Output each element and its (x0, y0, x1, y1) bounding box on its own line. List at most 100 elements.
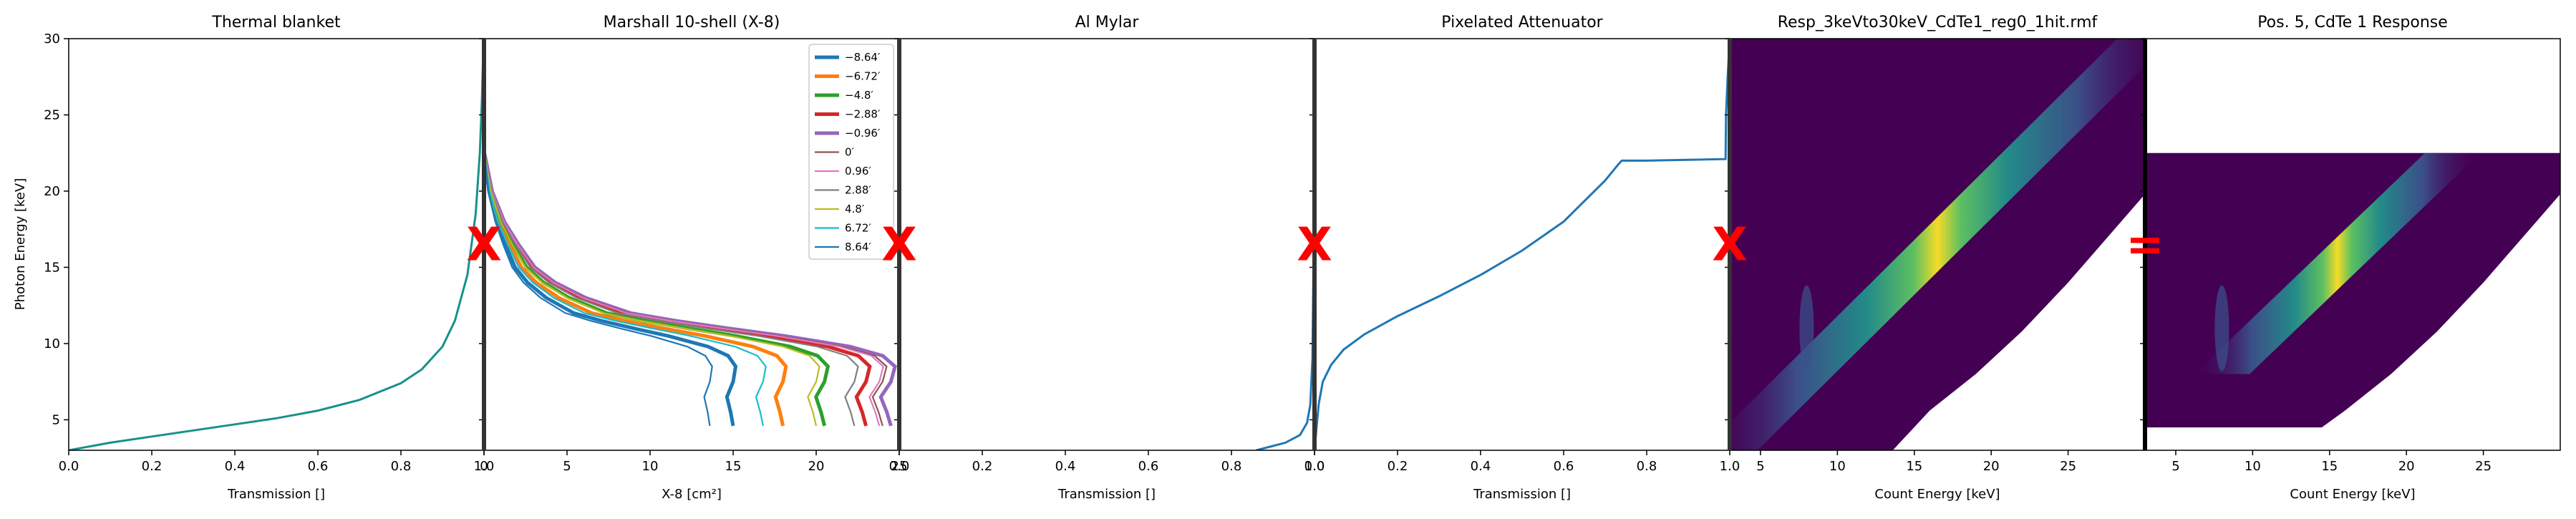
legend-label: −0.96′ (845, 127, 881, 140)
series-line-10 (484, 151, 713, 427)
panel-title-al-mylar: Al Mylar (1075, 14, 1140, 31)
legend-label: 4.8′ (845, 203, 865, 215)
x-tick-label: 0.6 (308, 459, 329, 474)
series-line-7 (484, 151, 859, 427)
legend-label: 0′ (845, 146, 855, 159)
panel-title-marshall: Marshall 10-shell (X-8) (604, 14, 780, 31)
x-axis-label-response: Count Energy [keV] (2290, 487, 2415, 502)
x-tick-label: 0.6 (1554, 459, 1574, 474)
series-line-panel-3-0 (1314, 39, 1730, 450)
x-tick-label: 0.6 (1138, 459, 1159, 474)
panel-separator (1312, 39, 1317, 450)
x-tick-label: 0.0 (1304, 459, 1325, 474)
escape-feature (2214, 285, 2229, 372)
x-axis-label-mylar: Transmission [] (1057, 487, 1156, 502)
y-axis-label: Photon Energy [keV] (13, 178, 28, 310)
x-tick-label: 0.8 (391, 459, 412, 474)
x-tick-label: 10 (2245, 459, 2261, 474)
series-line-0 (484, 151, 738, 427)
x-tick-label: 1.0 (1720, 459, 1740, 474)
legend-label: 8.64′ (845, 241, 871, 253)
x-tick-label: 0.2 (142, 459, 163, 474)
escape-feature (1799, 285, 1814, 372)
panel-separator (1728, 39, 1732, 450)
x-tick-label: 10 (1829, 459, 1846, 474)
operator-0: X (466, 219, 501, 272)
response-ridge (1730, 39, 2145, 450)
legend-label: −2.88′ (845, 108, 881, 121)
x-tick-label: 15 (2321, 459, 2338, 474)
y-tick-label: 25 (44, 107, 60, 122)
series-line-panel-0-0 (69, 39, 484, 450)
x-tick-label: 0.4 (1471, 459, 1491, 474)
y-tick-label: 30 (44, 31, 60, 47)
operator-4: = (2126, 219, 2164, 272)
legend-label: −8.64′ (845, 51, 881, 64)
operator-layer: X X X X = (466, 219, 2164, 272)
x-tick-label: 15 (1906, 459, 1922, 474)
axes-frame-3 (1314, 38, 1730, 451)
operator-2: X (1297, 219, 1332, 272)
panel-title-attenuator: Pixelated Attenuator (1441, 14, 1603, 31)
x-tick-label: 1.0 (474, 459, 495, 474)
x-tick-label: 1.0 (1304, 459, 1325, 474)
x-tick-label: 5 (563, 459, 571, 474)
legend-label: 6.72′ (845, 222, 871, 235)
x-tick-label: 0.4 (1055, 459, 1076, 474)
legend: −8.64′ −6.72′ −4.8′ −2.88′ −0.96′ 0′ 0.96′ 2.88… (808, 44, 894, 260)
x-tick-label: 0.8 (1221, 459, 1242, 474)
series-line-6 (484, 151, 884, 427)
heatmap-layer (1730, 39, 2560, 450)
legend-label: 0.96′ (845, 165, 871, 178)
heatmap-panel-5 (2145, 152, 2560, 450)
y-tick-label: 20 (44, 184, 60, 199)
x-tick-label: 0.0 (889, 459, 910, 474)
panel-title-thermal-blanket: Thermal blanket (211, 14, 341, 31)
legend-box (808, 44, 894, 260)
x-tick-label: 5 (2171, 459, 2179, 474)
x-tick-label: 25 (2475, 459, 2492, 474)
y-tick-label: 15 (44, 260, 60, 275)
x-tick-label: 15 (725, 459, 742, 474)
panel-separator (2143, 39, 2147, 450)
x-tick-label: 0.8 (1637, 459, 1657, 474)
x-axis-label-rmf: Count Energy [keV] (1874, 487, 2000, 502)
legend-label: −4.8′ (845, 89, 873, 102)
axes-frame-0 (68, 38, 485, 451)
axes-frame-2 (899, 38, 1315, 451)
y-tick-label: 10 (44, 336, 60, 351)
series-line-1 (484, 151, 788, 427)
x-tick-label: 0.4 (225, 459, 246, 474)
panel-title-response: Pos. 5, CdTe 1 Response (2257, 14, 2448, 31)
response-ridge (2194, 152, 2481, 374)
series-line-8 (484, 151, 820, 427)
heatmap-panel-4 (1730, 39, 2145, 450)
x-tick-label: 0.2 (1388, 459, 1408, 474)
x-tick-label: 25 (891, 459, 908, 474)
panel-separator (897, 39, 901, 450)
x-tick-label: 20 (2398, 459, 2415, 474)
legend-label: 2.88′ (845, 184, 871, 197)
panel-separator (482, 39, 486, 450)
curve-layer (69, 39, 1730, 450)
operator-1: X (881, 219, 916, 272)
x-tick-label: 0.0 (59, 459, 79, 474)
x-tick-label: 0.2 (972, 459, 993, 474)
series-line-9 (484, 151, 767, 427)
x-tick-label: 20 (808, 459, 825, 474)
x-axis-label-attenuator: Transmission [] (1473, 487, 1571, 502)
legend-label: −6.72′ (845, 70, 881, 83)
x-tick-label: 20 (1983, 459, 2000, 474)
panel-title-rmf: Resp_3keVto30keV_CdTe1_reg0_1hit.rmf (1778, 14, 2098, 31)
x-axis-label-marshall: X-8 [cm²] (662, 487, 722, 502)
blank-region (1892, 194, 2145, 450)
x-tick-label: 0 (480, 459, 488, 474)
x-tick-label: 5 (1756, 459, 1764, 474)
blank-region (2322, 194, 2560, 450)
operator-3: X (1712, 219, 1747, 272)
x-axis-label-thermal: Transmission [] (227, 487, 325, 502)
x-tick-label: 10 (642, 459, 659, 474)
x-tick-label: 25 (2060, 459, 2076, 474)
